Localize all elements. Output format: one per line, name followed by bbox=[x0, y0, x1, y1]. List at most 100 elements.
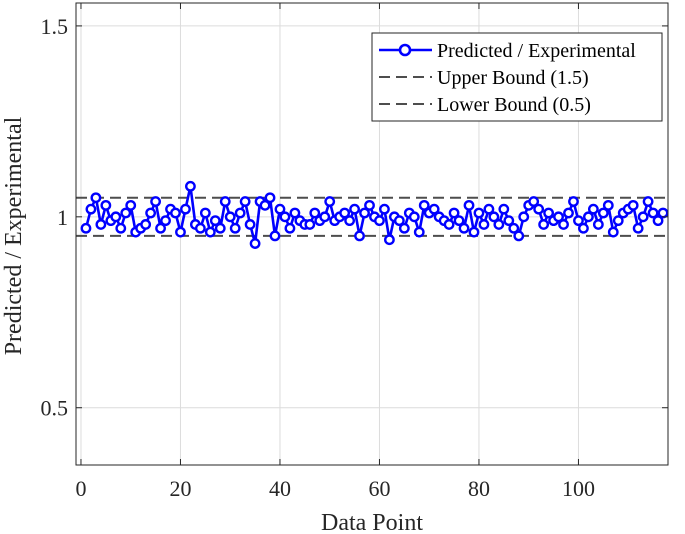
data-point-marker bbox=[393, 215, 405, 227]
data-point-marker bbox=[568, 196, 579, 207]
data-point-marker bbox=[219, 196, 231, 207]
data-point-marker bbox=[120, 207, 132, 219]
data-point-marker bbox=[463, 199, 475, 211]
data-point-marker bbox=[110, 211, 122, 223]
data-point-marker bbox=[259, 199, 271, 211]
data-point-marker bbox=[443, 219, 455, 230]
data-point-marker bbox=[80, 222, 92, 234]
data-point-marker bbox=[339, 207, 351, 219]
data-point-marker bbox=[379, 203, 390, 215]
data-point-marker bbox=[503, 215, 515, 227]
data-point-marker bbox=[583, 211, 594, 223]
data-point-marker bbox=[657, 207, 669, 219]
data-point-marker bbox=[428, 203, 440, 215]
data-point-marker bbox=[244, 219, 256, 230]
legend-label-upper: Upper Bound (1.5) bbox=[437, 67, 589, 89]
data-point-marker bbox=[269, 230, 281, 242]
data-point-marker bbox=[637, 211, 649, 223]
data-point-marker bbox=[384, 234, 395, 246]
data-point-marker bbox=[224, 211, 236, 223]
data-point-marker bbox=[592, 219, 604, 230]
data-point-marker bbox=[214, 222, 226, 234]
data-point-marker bbox=[642, 196, 654, 207]
data-point-marker bbox=[234, 207, 246, 219]
data-point-marker bbox=[553, 211, 564, 223]
data-point-marker bbox=[518, 211, 530, 223]
data-point-marker bbox=[204, 226, 216, 238]
data-point-marker bbox=[478, 219, 490, 230]
data-point-marker bbox=[284, 222, 296, 234]
data-point-marker bbox=[632, 222, 644, 234]
data-point-marker bbox=[652, 215, 664, 227]
data-point-marker bbox=[199, 207, 211, 219]
x-axis-label: Data Point bbox=[321, 510, 423, 534]
data-point-marker bbox=[597, 207, 609, 219]
x-tick-label: 40 bbox=[269, 476, 291, 501]
legend: Predicted / Experimental Upper Bound (1.… bbox=[371, 32, 663, 122]
data-point-marker bbox=[483, 203, 495, 215]
data-point-marker bbox=[229, 222, 241, 234]
data-point-marker bbox=[185, 180, 196, 192]
x-tick-label: 0 bbox=[75, 476, 86, 501]
data-point-marker bbox=[418, 199, 430, 211]
data-point-marker bbox=[543, 207, 555, 219]
bound-lines bbox=[76, 196, 668, 237]
data-point-marker bbox=[279, 211, 291, 223]
data-point-marker bbox=[95, 219, 107, 230]
data-point-marker bbox=[309, 207, 321, 219]
data-point-marker bbox=[115, 222, 127, 234]
data-point-marker bbox=[324, 196, 336, 207]
data-point-marker bbox=[304, 219, 316, 230]
data-point-marker bbox=[364, 199, 375, 211]
data-point-marker bbox=[558, 219, 569, 230]
legend-label-predicted: Predicted / Experimental bbox=[437, 40, 636, 62]
data-point-marker bbox=[160, 215, 171, 227]
y-tick-label: 1 bbox=[57, 205, 68, 230]
data-point-marker bbox=[145, 207, 157, 219]
data-point-marker bbox=[85, 203, 97, 215]
data-point-marker bbox=[319, 211, 331, 223]
x-tick-label: 60 bbox=[368, 476, 390, 501]
data-point-marker bbox=[264, 192, 276, 204]
data-point-marker bbox=[538, 219, 550, 230]
data-point-marker bbox=[468, 226, 480, 238]
data-point-marker bbox=[513, 230, 525, 242]
data-point-marker bbox=[578, 222, 589, 234]
data-point-marker bbox=[533, 203, 545, 215]
plot-frame bbox=[75, 2, 669, 466]
data-point-marker bbox=[289, 207, 301, 219]
data-point-marker bbox=[349, 203, 360, 215]
data-point-marker bbox=[602, 199, 614, 211]
data-point-marker bbox=[374, 215, 385, 227]
x-tick-label: 100 bbox=[562, 476, 595, 501]
data-point-marker bbox=[90, 192, 102, 204]
data-point-marker bbox=[209, 215, 221, 227]
tick-group: 0 20 40 60 80 100 0.5 1 1.5 bbox=[41, 3, 668, 501]
data-point-marker bbox=[125, 199, 137, 211]
y-tick-label: 0.5 bbox=[41, 396, 69, 421]
data-point-marker bbox=[239, 196, 251, 207]
data-point-marker bbox=[194, 222, 206, 234]
data-point-marker bbox=[413, 226, 425, 238]
data-point-marker bbox=[150, 196, 161, 207]
data-point-marker bbox=[493, 219, 505, 230]
series-group bbox=[80, 180, 669, 249]
data-point-marker bbox=[607, 226, 619, 238]
data-point-marker bbox=[359, 207, 370, 219]
data-point-marker bbox=[458, 222, 470, 234]
data-point-marker bbox=[498, 203, 510, 215]
data-point-marker bbox=[573, 215, 584, 227]
data-point-marker bbox=[180, 203, 191, 215]
data-point-marker bbox=[448, 207, 460, 219]
data-point-marker bbox=[488, 211, 500, 223]
legend-marker-predicted bbox=[398, 43, 412, 57]
data-point-marker bbox=[274, 203, 286, 215]
data-point-marker bbox=[344, 215, 356, 227]
data-point-marker bbox=[155, 222, 166, 234]
y-axis-label: Predicted / Experimental bbox=[1, 116, 27, 355]
data-point-marker bbox=[140, 219, 152, 230]
data-point-marker bbox=[453, 215, 465, 227]
data-point-marker bbox=[175, 226, 186, 238]
data-point-marker bbox=[100, 199, 112, 211]
